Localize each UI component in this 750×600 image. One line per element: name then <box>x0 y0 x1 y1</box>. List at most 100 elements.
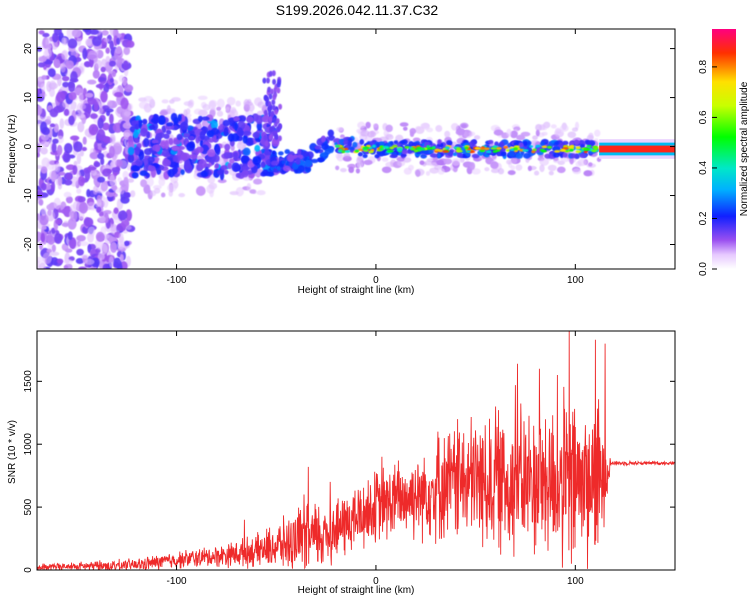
spectrogram-cell <box>594 129 601 137</box>
spectrogram-cell <box>46 115 52 121</box>
spectrogram-cell <box>567 131 577 139</box>
spectrogram-cell <box>124 240 130 247</box>
spectrogram-cell <box>87 226 96 237</box>
spectrogram-cell <box>359 139 365 145</box>
spectrogram-cell <box>377 151 385 157</box>
spectrogram-cell <box>76 188 82 194</box>
spectrogram-cell <box>594 147 599 151</box>
spectrogram-cell <box>215 145 221 156</box>
spectrogram-cell <box>266 77 270 84</box>
colorbar-label: Normalized spectral amplitude <box>739 81 750 216</box>
spectrogram-cell <box>111 167 121 173</box>
spectrogram-cell <box>63 265 69 269</box>
spectrogram-cell <box>100 195 105 201</box>
spectrogram-cell <box>452 152 458 157</box>
spectrogram-cell <box>271 70 276 77</box>
spectrogram-cell <box>40 166 48 174</box>
spectrogram-cell <box>179 122 189 131</box>
spectrogram-cell <box>363 159 373 166</box>
colorbar-tick-label: 0.2 <box>698 211 709 225</box>
spectrogram-cell <box>599 145 675 153</box>
spectrogram-cell <box>195 146 204 153</box>
spectrogram-cell <box>321 142 329 151</box>
spectrogram-cell <box>124 84 134 93</box>
spectrogram-cell <box>310 158 319 164</box>
spectrogram-cell <box>151 139 159 144</box>
spectrogram-cell <box>256 190 266 196</box>
spectrogram-cell <box>457 152 464 158</box>
spectrogram-cell <box>556 166 566 174</box>
spectrogram-cell <box>381 166 392 174</box>
spectrogram-cell <box>37 143 41 154</box>
spectrogram-cell <box>88 124 99 136</box>
figure-title: S199.2026.042.11.37.C32 <box>276 2 439 18</box>
spectrogram-cell <box>580 143 585 149</box>
spectrogram-cell <box>426 145 430 148</box>
spectrogram-cell <box>252 189 257 195</box>
spectrogram-cell <box>57 176 63 186</box>
spectrogram-cell <box>253 178 263 185</box>
spectrogram-cell <box>436 153 442 159</box>
spectrogram-cell <box>552 152 561 158</box>
colorbar-tick-label: 0.0 <box>698 262 709 276</box>
spectrogram-cell <box>225 106 230 112</box>
spectrogram-cell <box>92 185 98 196</box>
spectrogram-cell <box>336 127 344 132</box>
spectrogram-cell <box>436 143 443 147</box>
spectrogram-cell <box>236 127 244 137</box>
spectrogram-cell <box>580 149 585 152</box>
spectrogram-cell <box>38 241 44 251</box>
spectrogram-cell <box>497 168 505 175</box>
spectrogram-cell <box>268 116 273 123</box>
spectrogram-cell <box>102 263 109 269</box>
spectrogram-cell <box>75 257 84 265</box>
spectrogram-cell <box>437 149 444 153</box>
spectrogram-cell <box>183 132 191 138</box>
spectrogram-cell <box>399 122 409 127</box>
spectrogram-cell <box>111 71 116 78</box>
spectrogram-cell <box>49 251 60 256</box>
spectrogram-cell <box>340 168 347 173</box>
spectrogram-cell <box>111 155 117 168</box>
spectrogram-cell <box>123 110 132 117</box>
spectrogram-cell <box>459 156 465 163</box>
spectrogram-cell <box>436 159 444 165</box>
spectrogram-cell <box>360 129 370 137</box>
spectrogram-cell <box>338 138 345 145</box>
colorbar-gradient <box>712 29 736 269</box>
spectrogram-cell <box>40 232 46 243</box>
spectrogram-cell <box>393 140 399 145</box>
spectrogram-cell <box>184 160 191 170</box>
spectrogram-cell <box>187 100 194 109</box>
spectrogram-cell <box>97 152 105 160</box>
spectrogram-cell <box>425 170 431 176</box>
spectrogram-cell <box>59 118 65 129</box>
spectrogram-cell <box>314 145 322 150</box>
spectrogram-cell <box>134 139 140 144</box>
snr-frame <box>36 330 676 571</box>
spectrogram-cell <box>435 125 443 132</box>
spectrogram-cell <box>541 145 548 149</box>
spectrogram-cell <box>98 77 107 82</box>
spectrogram-cell <box>267 101 272 107</box>
spectrogram-cell <box>267 106 272 113</box>
spectrogram-cell <box>256 121 263 131</box>
spectrogram-cell <box>199 130 206 141</box>
spectrogram-cell <box>198 159 207 169</box>
spectrogram-cell <box>539 158 549 166</box>
spectrogram-cell <box>278 151 284 156</box>
spectrogram-cell <box>89 29 100 35</box>
spectrogram-cell <box>531 150 536 154</box>
spectrogram-cell <box>410 147 416 151</box>
snr-ylabel: SNR (10 * v/v) <box>7 420 18 484</box>
spectrogram-cell <box>42 252 52 265</box>
spectrogram-cell <box>168 137 174 146</box>
spectrogram-cell <box>507 151 515 157</box>
spectrogram-cell <box>122 170 129 180</box>
spectrogram-cell <box>373 123 378 128</box>
spectrogram-cell <box>72 165 78 175</box>
spectrogram-cell <box>223 169 229 175</box>
spectrogram-cell <box>52 138 59 144</box>
spectrogram-cell <box>505 149 510 152</box>
spectrogram-cell <box>114 46 122 55</box>
